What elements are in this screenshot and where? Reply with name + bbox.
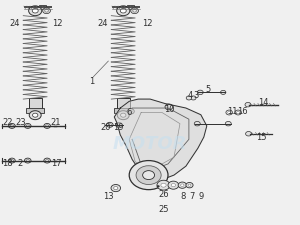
FancyBboxPatch shape xyxy=(127,5,134,9)
Text: 18: 18 xyxy=(2,160,13,169)
Circle shape xyxy=(121,113,126,117)
Circle shape xyxy=(197,90,203,94)
Text: 4: 4 xyxy=(188,91,193,100)
Text: 22: 22 xyxy=(2,118,13,127)
Circle shape xyxy=(32,113,38,117)
Circle shape xyxy=(129,110,132,112)
Text: 26: 26 xyxy=(159,190,170,199)
Text: 25: 25 xyxy=(159,205,169,214)
Circle shape xyxy=(120,9,126,13)
Circle shape xyxy=(186,182,193,188)
Circle shape xyxy=(168,181,179,189)
Circle shape xyxy=(116,122,122,127)
Text: 16: 16 xyxy=(237,107,247,116)
Circle shape xyxy=(26,125,29,127)
Text: 9: 9 xyxy=(199,192,204,201)
Circle shape xyxy=(44,158,50,163)
Text: 3: 3 xyxy=(194,91,199,100)
Circle shape xyxy=(157,185,159,187)
Circle shape xyxy=(11,160,14,162)
Text: 7: 7 xyxy=(189,192,195,201)
Circle shape xyxy=(46,125,49,127)
Circle shape xyxy=(161,183,166,187)
Circle shape xyxy=(226,110,232,115)
Circle shape xyxy=(186,96,192,100)
Text: 6: 6 xyxy=(127,108,132,117)
Circle shape xyxy=(111,184,121,192)
Circle shape xyxy=(228,111,231,114)
Circle shape xyxy=(178,182,187,188)
Text: 12: 12 xyxy=(142,18,152,27)
Text: 1: 1 xyxy=(89,77,94,86)
FancyBboxPatch shape xyxy=(39,5,46,9)
Text: MOTOR: MOTOR xyxy=(113,135,187,153)
Circle shape xyxy=(194,122,200,126)
Circle shape xyxy=(28,6,42,16)
Text: 24: 24 xyxy=(9,18,20,27)
Text: 15: 15 xyxy=(256,133,267,142)
Circle shape xyxy=(225,122,231,126)
Circle shape xyxy=(235,110,242,115)
Text: 13: 13 xyxy=(103,192,114,201)
Circle shape xyxy=(245,102,251,107)
Circle shape xyxy=(188,184,191,186)
Text: 12: 12 xyxy=(52,18,63,27)
Circle shape xyxy=(117,6,130,16)
Circle shape xyxy=(11,125,14,127)
Circle shape xyxy=(44,124,50,128)
Circle shape xyxy=(106,122,113,127)
Text: 24: 24 xyxy=(97,18,108,27)
Circle shape xyxy=(114,187,118,190)
FancyBboxPatch shape xyxy=(28,98,42,109)
Circle shape xyxy=(29,111,41,120)
Circle shape xyxy=(127,109,134,114)
Text: 2: 2 xyxy=(18,160,23,169)
Circle shape xyxy=(191,96,196,100)
Circle shape xyxy=(108,124,111,126)
Circle shape xyxy=(9,158,15,163)
Circle shape xyxy=(45,9,48,12)
Circle shape xyxy=(142,171,154,180)
Circle shape xyxy=(136,166,161,184)
Text: 5: 5 xyxy=(206,85,211,94)
FancyBboxPatch shape xyxy=(117,98,130,109)
Circle shape xyxy=(133,9,136,12)
Circle shape xyxy=(220,90,226,94)
Circle shape xyxy=(157,180,170,190)
Circle shape xyxy=(246,131,252,136)
Circle shape xyxy=(117,111,129,120)
Text: 10: 10 xyxy=(164,105,175,114)
Circle shape xyxy=(43,8,50,14)
Circle shape xyxy=(25,124,31,128)
Text: 21: 21 xyxy=(51,118,61,127)
Circle shape xyxy=(181,184,184,187)
Circle shape xyxy=(32,9,38,13)
Text: 19: 19 xyxy=(113,123,124,132)
Text: 8: 8 xyxy=(180,192,186,201)
Circle shape xyxy=(131,8,139,14)
Text: 17: 17 xyxy=(51,160,62,169)
Text: 11: 11 xyxy=(227,107,237,116)
Circle shape xyxy=(171,184,176,187)
Polygon shape xyxy=(114,99,207,180)
Circle shape xyxy=(25,158,31,163)
Circle shape xyxy=(26,160,29,162)
Circle shape xyxy=(46,160,49,162)
Circle shape xyxy=(9,124,15,128)
Text: 23: 23 xyxy=(15,118,26,127)
Text: 20: 20 xyxy=(100,123,111,132)
Circle shape xyxy=(165,104,173,110)
Circle shape xyxy=(237,111,240,114)
FancyBboxPatch shape xyxy=(114,108,132,112)
FancyBboxPatch shape xyxy=(26,108,44,112)
Circle shape xyxy=(129,161,168,190)
Circle shape xyxy=(117,124,120,126)
Text: 14: 14 xyxy=(258,98,269,107)
